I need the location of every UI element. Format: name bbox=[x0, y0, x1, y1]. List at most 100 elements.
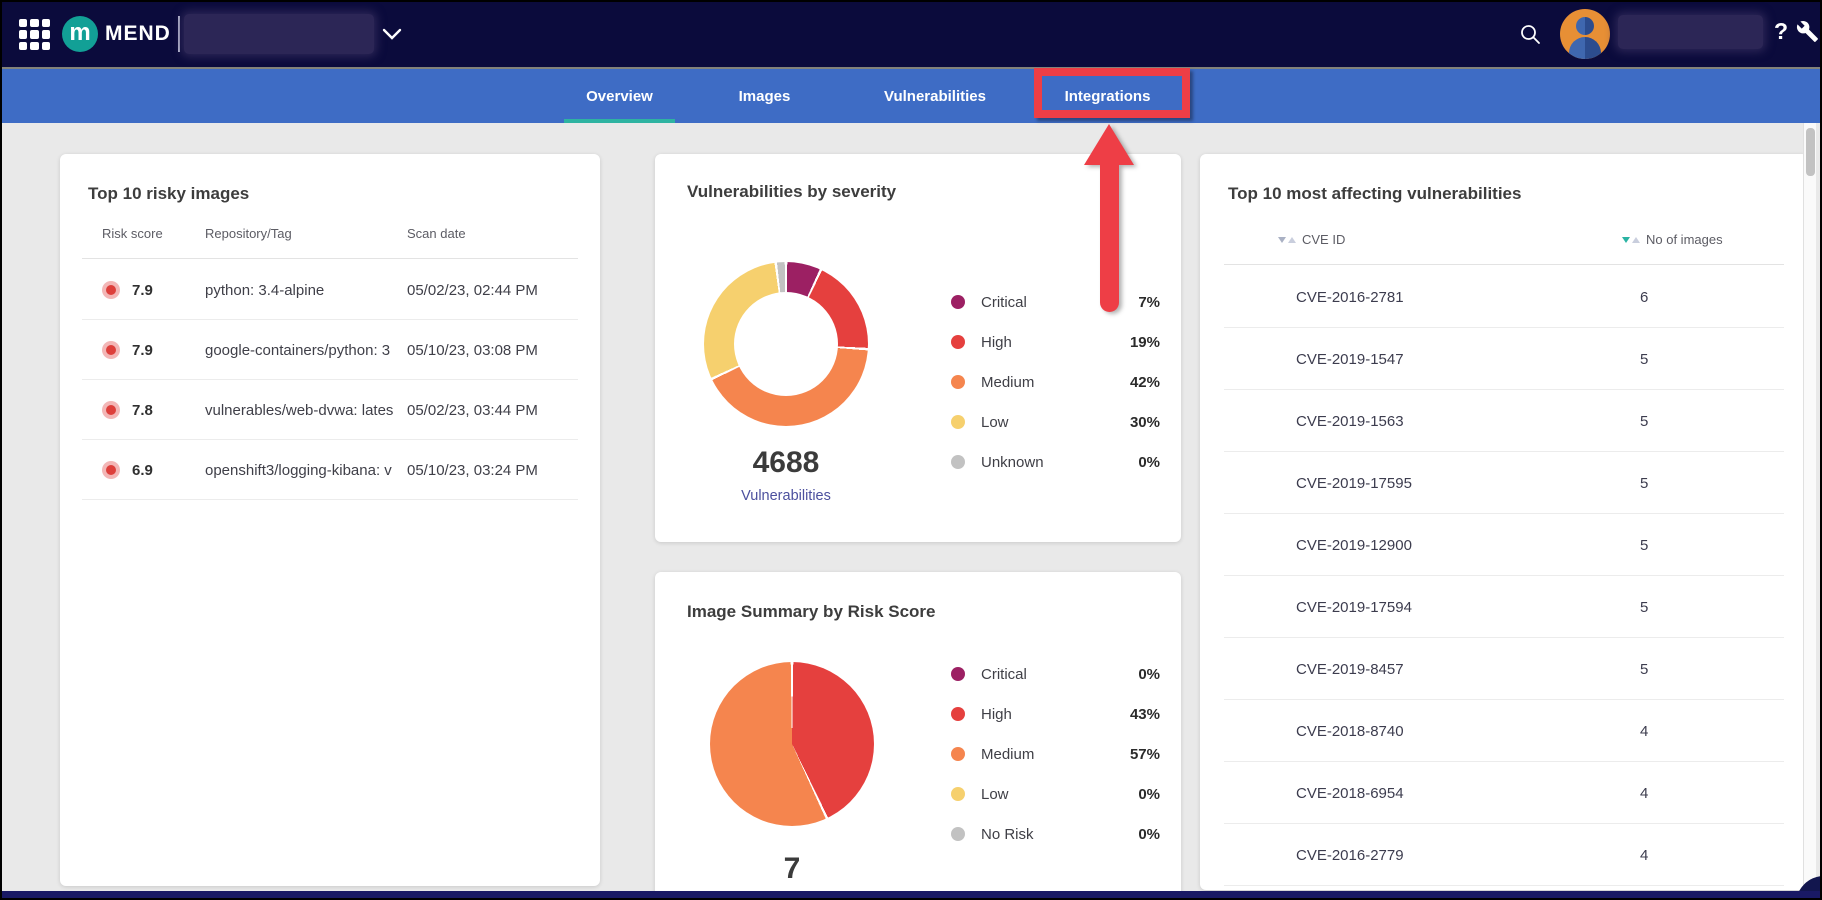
top-risky-images-card: Top 10 risky images Risk score Repositor… bbox=[60, 154, 600, 886]
repository-cell: python: 3.4-alpine bbox=[205, 281, 325, 299]
legend-item: Low 0% bbox=[951, 774, 1160, 814]
tab[interactable]: Images bbox=[727, 69, 802, 123]
user-avatar[interactable] bbox=[1560, 9, 1610, 59]
legend-percentage: 0% bbox=[1138, 453, 1160, 471]
search-icon[interactable] bbox=[1518, 22, 1542, 46]
severity-donut-chart bbox=[704, 262, 868, 426]
tab[interactable]: Overview bbox=[564, 69, 675, 123]
sort-desc-active-icon bbox=[1622, 236, 1630, 243]
cve-id-cell: CVE-2018-6954 bbox=[1296, 784, 1404, 802]
wrench-icon[interactable] bbox=[1796, 20, 1819, 43]
legend-label: Low bbox=[981, 413, 1009, 431]
cve-id-cell: CVE-2019-17594 bbox=[1296, 598, 1412, 616]
annotation-arrow-shaft bbox=[1099, 162, 1119, 312]
cve-id-cell: CVE-2019-8457 bbox=[1296, 660, 1404, 678]
annotation-arrow-head bbox=[1084, 124, 1134, 165]
column-cve-id-sort[interactable]: CVE ID bbox=[1278, 232, 1622, 247]
legend-label: High bbox=[981, 705, 1012, 723]
tab-label: Vulnerabilities bbox=[884, 87, 986, 105]
cve-id-cell: CVE-2019-1547 bbox=[1296, 350, 1404, 368]
risky-images-table: 7.9 python: 3.4-alpine 05/02/23, 02:44 P… bbox=[60, 260, 600, 500]
window-bottom-edge bbox=[2, 891, 1820, 898]
legend-item: Medium 57% bbox=[951, 734, 1160, 774]
column-repository-tag: Repository/Tag bbox=[205, 226, 292, 241]
organization-dropdown[interactable] bbox=[184, 12, 414, 56]
table-row[interactable]: 7.8 vulnerables/web-dvwa: lates 05/02/23… bbox=[60, 380, 600, 440]
risk-score-pie-chart bbox=[710, 662, 874, 826]
repository-cell: openshift3/logging-kibana: v bbox=[205, 461, 392, 479]
sort-icons bbox=[1278, 236, 1296, 243]
apps-grid-icon[interactable] bbox=[19, 19, 50, 50]
column-no-of-images: No of images bbox=[1646, 232, 1723, 247]
table-row[interactable]: CVE-2016-2779 4 bbox=[1200, 824, 1808, 886]
legend-label: Medium bbox=[981, 373, 1035, 391]
table-row[interactable]: CVE-2016-2781 6 bbox=[1200, 266, 1808, 328]
topbar-divider bbox=[178, 16, 180, 52]
redacted-user-name bbox=[1618, 15, 1763, 49]
card-title: Image Summary by Risk Score bbox=[687, 602, 936, 621]
scrollbar-track bbox=[1803, 123, 1816, 889]
card-title: Top 10 most affecting vulnerabilities bbox=[1228, 184, 1522, 203]
sort-desc-icon bbox=[1278, 236, 1286, 243]
tabbar: Overview Images Vulnerabilities Integrat… bbox=[2, 67, 1820, 123]
repository-cell: vulnerables/web-dvwa: lates bbox=[205, 401, 394, 419]
table-row[interactable]: CVE-2019-1563 5 bbox=[1200, 390, 1808, 452]
risk-score-cell: 7.9 bbox=[102, 281, 205, 299]
legend-dot-icon bbox=[951, 667, 965, 681]
risk-score-cell: 7.8 bbox=[102, 401, 205, 419]
cve-id-cell: CVE-2019-12900 bbox=[1296, 536, 1412, 554]
legend-dot-icon bbox=[951, 827, 965, 841]
legend-dot-icon bbox=[951, 787, 965, 801]
image-count-cell: 5 bbox=[1640, 412, 1649, 430]
total-images-count: 7 bbox=[783, 852, 801, 885]
scrollbar-thumb[interactable] bbox=[1806, 128, 1815, 176]
table-row[interactable]: CVE-2019-8457 5 bbox=[1200, 638, 1808, 700]
image-count-cell: 4 bbox=[1640, 722, 1649, 740]
vulnerabilities-link[interactable]: Vulnerabilities bbox=[741, 488, 831, 504]
annotation-highlight-box bbox=[1034, 68, 1190, 118]
legend-percentage: 30% bbox=[1129, 413, 1160, 431]
table-row[interactable]: CVE-2018-6954 4 bbox=[1200, 762, 1808, 824]
image-count-cell: 5 bbox=[1640, 660, 1649, 678]
tab[interactable]: Integrations bbox=[1050, 69, 1165, 123]
card-title: Top 10 risky images bbox=[88, 184, 250, 203]
risk-score-legend: Critical 0% High 43% Medium 57% bbox=[951, 654, 1160, 854]
table-row[interactable]: 7.9 google-containers/python: 3 05/10/23… bbox=[60, 320, 600, 380]
top-vulnerabilities-card: Top 10 most affecting vulnerabilities CV… bbox=[1200, 154, 1808, 890]
legend-percentage: 19% bbox=[1129, 333, 1160, 351]
table-row[interactable]: 7.9 python: 3.4-alpine 05/02/23, 02:44 P… bbox=[60, 260, 600, 320]
legend-dot-icon bbox=[951, 295, 965, 309]
legend-label: Medium bbox=[981, 745, 1035, 763]
scan-date-cell: 05/02/23, 02:44 PM bbox=[407, 281, 538, 299]
tab[interactable]: Vulnerabilities bbox=[872, 69, 998, 123]
legend-percentage: 0% bbox=[1138, 825, 1160, 843]
table-row[interactable]: CVE-2018-8740 4 bbox=[1200, 700, 1808, 762]
image-summary-card: Image Summary by Risk Score 7 Critical 0… bbox=[655, 572, 1181, 898]
mend-logo-icon[interactable]: m bbox=[62, 16, 98, 52]
help-icon[interactable]: ? bbox=[1774, 18, 1789, 44]
legend-percentage: 7% bbox=[1138, 293, 1160, 311]
topbar: m MEND ? bbox=[2, 2, 1820, 67]
sort-icons bbox=[1622, 236, 1640, 243]
risk-dot-icon bbox=[102, 341, 120, 359]
legend-dot-icon bbox=[951, 375, 965, 389]
total-vulnerabilities-count: 4688 bbox=[752, 446, 820, 479]
legend-dot-icon bbox=[951, 415, 965, 429]
table-row[interactable]: CVE-2019-12900 5 bbox=[1200, 514, 1808, 576]
repository-cell: google-containers/python: 3 bbox=[205, 341, 391, 359]
legend-item: Unknown 0% bbox=[951, 442, 1160, 482]
cve-id-cell: CVE-2016-2781 bbox=[1296, 288, 1404, 306]
risk-score-value: 7.9 bbox=[132, 341, 153, 359]
table-row[interactable]: CVE-2019-17594 5 bbox=[1200, 576, 1808, 638]
table-row[interactable]: CVE-2019-17595 5 bbox=[1200, 452, 1808, 514]
column-cve-id: CVE ID bbox=[1302, 232, 1346, 247]
legend-percentage: 0% bbox=[1138, 785, 1160, 803]
table-row[interactable]: CVE-2019-1547 5 bbox=[1200, 328, 1808, 390]
legend-percentage: 0% bbox=[1138, 665, 1160, 683]
column-no-of-images-sort[interactable]: No of images bbox=[1622, 232, 1780, 247]
image-count-cell: 5 bbox=[1640, 474, 1649, 492]
table-row[interactable]: 6.9 openshift3/logging-kibana: v 05/10/2… bbox=[60, 440, 600, 500]
legend-item: High 19% bbox=[951, 322, 1160, 362]
legend-label: No Risk bbox=[981, 825, 1034, 843]
